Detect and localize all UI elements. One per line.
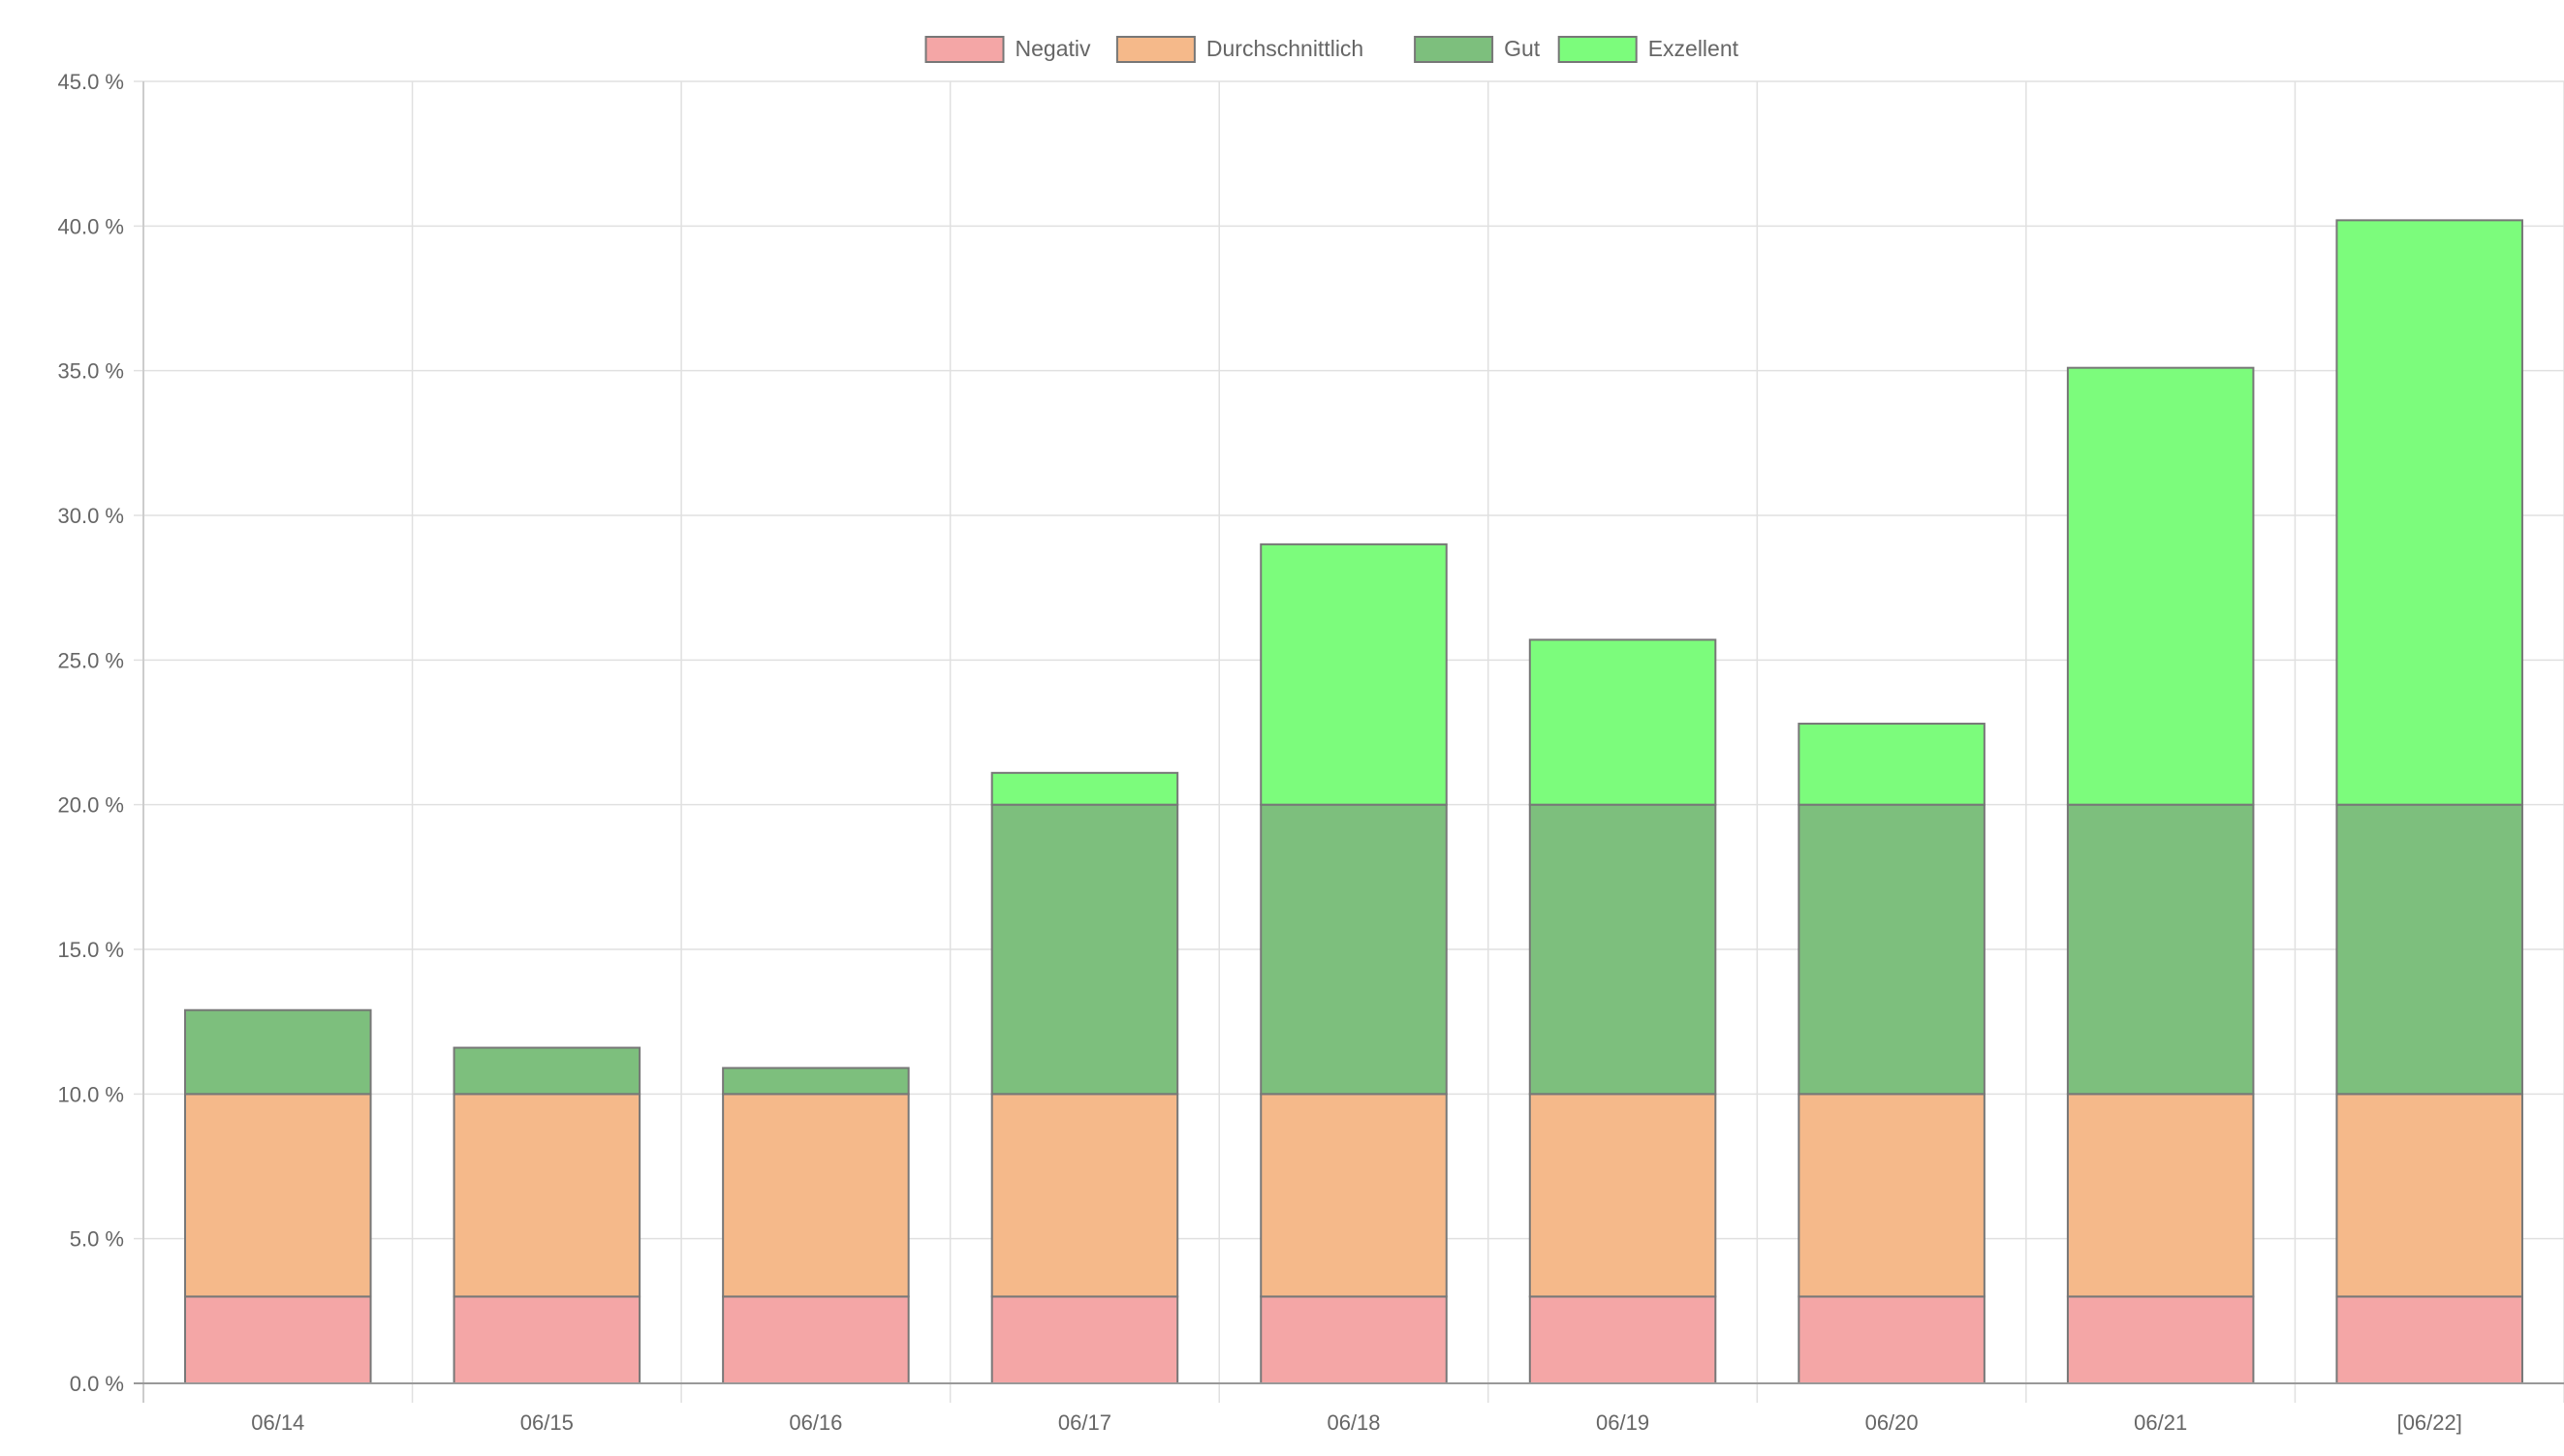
y-tick-label: 20.0 % bbox=[58, 793, 125, 818]
bar-segment-gut-8[interactable] bbox=[2336, 805, 2522, 1095]
x-tick-label: 06/17 bbox=[1058, 1410, 1111, 1435]
bar-segment-gut-4[interactable] bbox=[1261, 805, 1447, 1095]
legend-label: Negativ bbox=[1016, 36, 1091, 61]
x-tick-label: 06/16 bbox=[789, 1410, 842, 1435]
x-tick-label: 06/18 bbox=[1327, 1410, 1380, 1435]
legend-label: Gut bbox=[1504, 36, 1541, 61]
bar-segment-gut-2[interactable] bbox=[723, 1068, 909, 1094]
legend-swatch bbox=[1117, 37, 1195, 62]
bar-segment-negativ-2[interactable] bbox=[723, 1296, 909, 1383]
bar-segment-negativ-3[interactable] bbox=[992, 1296, 1178, 1383]
bar-segment-negativ-4[interactable] bbox=[1261, 1296, 1447, 1383]
bar-segment-durchschnittlich-5[interactable] bbox=[1530, 1094, 1716, 1296]
bar-segment-gut-0[interactable] bbox=[185, 1010, 371, 1095]
y-tick-label: 35.0 % bbox=[58, 359, 125, 384]
bar-segment-exzellent-3[interactable] bbox=[992, 773, 1178, 805]
bar-segment-gut-1[interactable] bbox=[454, 1048, 641, 1095]
x-tick-label: 06/19 bbox=[1596, 1410, 1649, 1435]
bar-segment-gut-3[interactable] bbox=[992, 805, 1178, 1095]
bar-segment-negativ-1[interactable] bbox=[454, 1296, 641, 1383]
legend-label: Exzellent bbox=[1648, 36, 1739, 61]
x-tick-label: 06/20 bbox=[1865, 1410, 1919, 1435]
bar-segment-exzellent-5[interactable] bbox=[1530, 639, 1716, 804]
y-tick-label: 25.0 % bbox=[58, 648, 125, 672]
y-tick-label: 40.0 % bbox=[58, 214, 125, 238]
bar-segment-exzellent-6[interactable] bbox=[1798, 724, 1985, 805]
bars bbox=[185, 220, 2522, 1383]
bar-segment-exzellent-8[interactable] bbox=[2336, 220, 2522, 804]
legend-swatch bbox=[1415, 37, 1492, 62]
legend-item-exzellent[interactable]: Exzellent bbox=[1559, 36, 1739, 62]
x-tick-label: 06/21 bbox=[2134, 1410, 2187, 1435]
y-tick-label: 30.0 % bbox=[58, 504, 125, 528]
x-tick-label: 06/14 bbox=[251, 1410, 304, 1435]
legend: Negativ Durchschnittlich Gut Exzellent bbox=[926, 36, 1739, 62]
legend-item-durchschnittlich[interactable]: Durchschnittlich bbox=[1117, 36, 1363, 62]
bar-segment-durchschnittlich-2[interactable] bbox=[723, 1094, 909, 1296]
x-tick-label: [06/22] bbox=[2397, 1410, 2462, 1435]
bar-segment-durchschnittlich-1[interactable] bbox=[454, 1094, 641, 1296]
bar-segment-durchschnittlich-4[interactable] bbox=[1261, 1094, 1447, 1296]
y-tick-label: 15.0 % bbox=[58, 938, 125, 962]
y-tick-label: 45.0 % bbox=[58, 70, 125, 94]
bar-segment-exzellent-4[interactable] bbox=[1261, 544, 1447, 805]
x-tick-label: 06/15 bbox=[520, 1410, 574, 1435]
bar-segment-durchschnittlich-8[interactable] bbox=[2336, 1094, 2522, 1296]
bar-segment-durchschnittlich-6[interactable] bbox=[1798, 1094, 1985, 1296]
bar-segment-gut-6[interactable] bbox=[1798, 805, 1985, 1095]
bar-segment-durchschnittlich-7[interactable] bbox=[2068, 1094, 2254, 1296]
legend-swatch bbox=[926, 37, 1004, 62]
y-tick-label: 0.0 % bbox=[70, 1372, 124, 1396]
legend-item-negativ[interactable]: Negativ bbox=[926, 36, 1091, 62]
y-tick-label: 10.0 % bbox=[58, 1082, 125, 1106]
bar-segment-gut-7[interactable] bbox=[2068, 805, 2254, 1095]
legend-item-gut[interactable]: Gut bbox=[1415, 36, 1541, 62]
bar-segment-negativ-6[interactable] bbox=[1798, 1296, 1985, 1383]
bar-segment-exzellent-7[interactable] bbox=[2068, 368, 2254, 805]
bar-segment-negativ-0[interactable] bbox=[185, 1296, 371, 1383]
legend-swatch bbox=[1559, 37, 1637, 62]
bar-segment-negativ-7[interactable] bbox=[2068, 1296, 2254, 1383]
bar-segment-negativ-5[interactable] bbox=[1530, 1296, 1716, 1383]
y-tick-label: 5.0 % bbox=[70, 1227, 124, 1252]
bar-segment-negativ-8[interactable] bbox=[2336, 1296, 2522, 1383]
bar-segment-durchschnittlich-3[interactable] bbox=[992, 1094, 1178, 1296]
bar-segment-gut-5[interactable] bbox=[1530, 805, 1716, 1095]
legend-label: Durchschnittlich bbox=[1206, 36, 1363, 61]
bar-segment-durchschnittlich-0[interactable] bbox=[185, 1094, 371, 1296]
